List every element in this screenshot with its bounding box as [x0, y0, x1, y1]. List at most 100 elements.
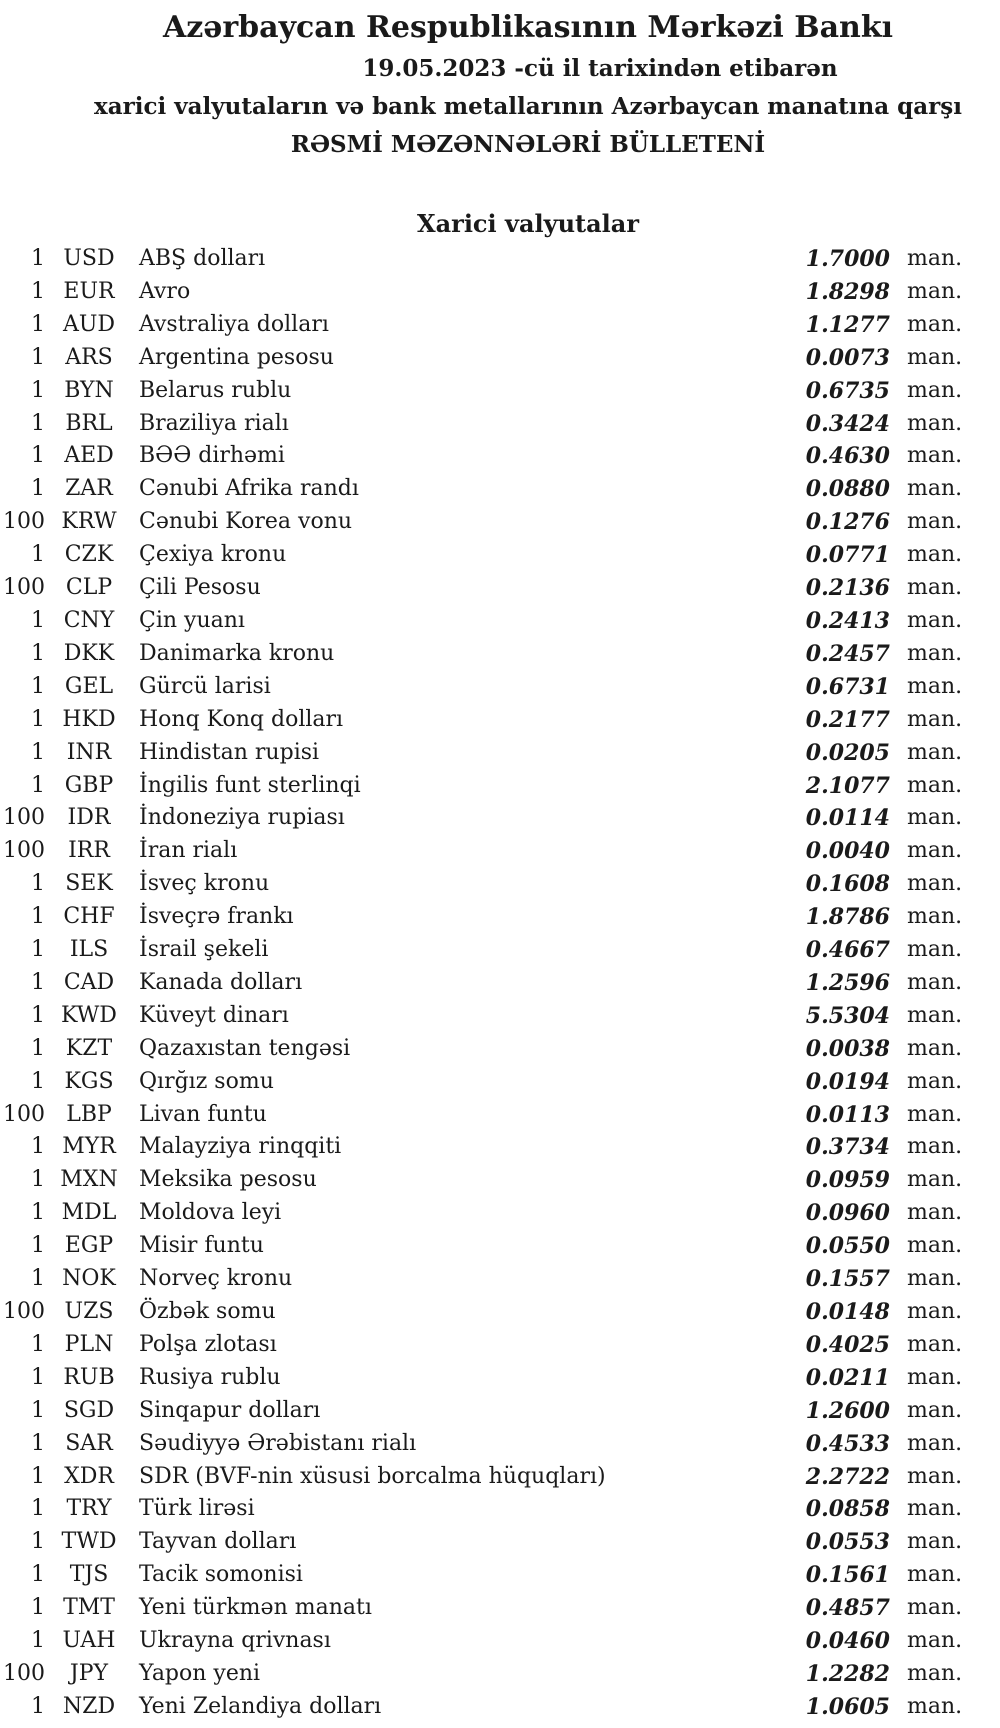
currency-unit-label: man. [907, 1595, 963, 1621]
currency-unit-label: man. [907, 1035, 963, 1061]
currency-unit-label: man. [907, 838, 963, 864]
effective-date-line: 19.05.2023 -cü il tarixindən etibarən [362, 55, 838, 82]
currency-rate: 0.0114 [805, 805, 890, 832]
currency-code: PLN [64, 1331, 114, 1357]
currency-name: İndoneziya rupiası [139, 805, 345, 831]
currency-row-cny: 1 CNY Çin yuanı 0.2413 man. [0, 605, 1000, 638]
currency-code: EUR [63, 278, 115, 304]
currency-rate: 0.1561 [805, 1562, 890, 1589]
currency-name: Sinqapur dolları [139, 1397, 321, 1423]
currency-row-uzs: 100 UZS Özbək somu 0.0148 man. [0, 1296, 1000, 1329]
currency-unit-label: man. [907, 871, 963, 897]
currency-row-aed: 1 AED BƏƏ dirhəmi 0.4630 man. [0, 440, 1000, 473]
currency-name: İsveçrə frankı [139, 904, 294, 930]
currency-quantity: 1 [31, 1628, 45, 1654]
currency-row-myr: 1 MYR Malayziya rinqqiti 0.3734 man. [0, 1131, 1000, 1164]
currency-name: Braziliya rialı [139, 410, 289, 436]
currency-code: EGP [64, 1233, 114, 1259]
currency-row-kzt: 1 KZT Qazaxıstan tengəsi 0.0038 man. [0, 1033, 1000, 1066]
currency-code: SGD [63, 1397, 115, 1423]
currency-quantity: 1 [31, 969, 45, 995]
currency-row-rub: 1 RUB Rusiya rublu 0.0211 man. [0, 1362, 1000, 1395]
currency-quantity: 1 [31, 443, 45, 469]
currency-row-brl: 1 BRL Braziliya rialı 0.3424 man. [0, 408, 1000, 441]
currency-row-lbp: 100 LBP Livan funtu 0.0113 man. [0, 1099, 1000, 1132]
currency-quantity: 1 [31, 542, 45, 568]
currency-name: Hindistan rupisi [139, 739, 320, 765]
currency-unit-label: man. [907, 1562, 963, 1588]
currency-code: AED [64, 443, 114, 469]
currency-row-dkk: 1 DKK Danimarka kronu 0.2457 man. [0, 638, 1000, 671]
currency-name: Çili Pesosu [139, 575, 261, 601]
currency-row-egp: 1 EGP Misir funtu 0.0550 man. [0, 1230, 1000, 1263]
currency-code: CAD [63, 969, 115, 995]
currency-name: Danimarka kronu [139, 640, 335, 666]
currency-quantity: 1 [31, 871, 45, 897]
currency-rate: 1.8786 [805, 904, 890, 931]
currency-name: Qırğız somu [139, 1068, 274, 1094]
currency-row-krw: 100 KRW Cənubi Korea vonu 0.1276 man. [0, 506, 1000, 539]
currency-code: UZS [64, 1299, 114, 1324]
currency-code: XDR [64, 1463, 114, 1489]
currency-row-xdr: 1 XDR SDR (BVF-nin xüsusi borcalma hüquqla… [0, 1461, 1000, 1494]
currency-row-usd: 1 USD ABŞ dolları 1.7000 man. [0, 243, 1000, 276]
currency-rate: 0.0073 [805, 344, 890, 371]
currency-rates-table: 1 USD ABŞ dolları 1.7000 man. 1 EUR Avro 1.8298 m… [0, 243, 1000, 1724]
currency-code: NOK [62, 1266, 116, 1292]
currency-quantity: 1 [31, 739, 45, 765]
currency-row-irr: 100 IRR İran rialı 0.0040 man. [0, 835, 1000, 868]
currency-quantity: 1 [31, 410, 45, 436]
currency-name: Özbək somu [139, 1299, 276, 1324]
currency-unit-label: man. [907, 1496, 963, 1522]
currency-rate: 1.2600 [805, 1397, 890, 1424]
currency-quantity: 1 [31, 1397, 45, 1423]
currency-quantity: 1 [31, 1463, 45, 1489]
currency-row-cad: 1 CAD Kanada dolları 1.2596 man. [0, 967, 1000, 1000]
currency-rate: 0.0205 [805, 739, 890, 766]
bulletin-title: RƏSMİ MƏZƏNNƏLƏRİ BÜLLETENİ [290, 131, 766, 158]
currency-rate: 0.0460 [805, 1628, 890, 1655]
currency-name: SDR (BVF-nin xüsusi borcalma hüquqları) [139, 1463, 606, 1489]
currency-row-aud: 1 AUD Avstraliya dolları 1.1277 man. [0, 309, 1000, 342]
currency-name: Avstraliya dolları [139, 311, 329, 337]
currency-quantity: 1 [31, 278, 45, 304]
currency-unit-label: man. [907, 246, 963, 271]
currency-name: Gürcü larisi [139, 673, 271, 699]
currency-name: Norveç kronu [139, 1266, 293, 1292]
currency-rate: 0.0771 [805, 542, 890, 569]
currency-row-kgs: 1 KGS Qırğız somu 0.0194 man. [0, 1066, 1000, 1099]
currency-name: Misir funtu [139, 1233, 264, 1259]
currency-name: Tayvan dolları [139, 1529, 297, 1555]
currency-unit-label: man. [907, 706, 963, 732]
currency-quantity: 1 [31, 1595, 45, 1621]
currency-rate: 0.2177 [805, 706, 890, 733]
currency-name: Argentina pesosu [139, 344, 334, 370]
currency-rate: 1.2596 [805, 969, 890, 996]
currency-quantity: 1 [31, 640, 45, 666]
central-bank-bulletin-document: Azərbaycan Respublikasının Mərkəzi Bankı… [0, 6, 1000, 1728]
currency-code: HKD [62, 706, 116, 732]
currency-rate: 0.0040 [805, 838, 890, 865]
currency-rate: 0.0880 [805, 476, 890, 503]
currency-quantity: 1 [31, 344, 45, 370]
currency-name: Meksika pesosu [139, 1167, 317, 1193]
currency-unit-label: man. [907, 1693, 963, 1719]
currency-rate: 0.1276 [805, 509, 890, 536]
currency-quantity: 1 [31, 311, 45, 337]
currency-quantity: 100 [3, 1101, 45, 1127]
currency-name: Tacik somonisi [139, 1562, 303, 1588]
currency-code: GBP [64, 772, 114, 798]
currency-rate: 0.0113 [805, 1101, 890, 1128]
currency-row-idr: 100 IDR İndoneziya rupiası 0.0114 man. [0, 802, 1000, 835]
currency-row-clp: 100 CLP Çili Pesosu 0.2136 man. [0, 572, 1000, 605]
currency-unit-label: man. [907, 607, 963, 633]
currency-rate: 1.8298 [805, 278, 890, 305]
currency-row-nzd: 1 NZD Yeni Zelandiya dolları 1.0605 man. [0, 1691, 1000, 1724]
currency-unit-label: man. [907, 1364, 963, 1390]
bank-title: Azərbaycan Respublikasının Mərkəzi Bankı [162, 10, 894, 45]
currency-quantity: 100 [3, 805, 45, 831]
currency-quantity: 100 [3, 838, 45, 864]
currency-unit-label: man. [907, 904, 963, 930]
currency-rate: 0.4667 [805, 937, 890, 964]
currency-code: ARS [65, 344, 113, 370]
